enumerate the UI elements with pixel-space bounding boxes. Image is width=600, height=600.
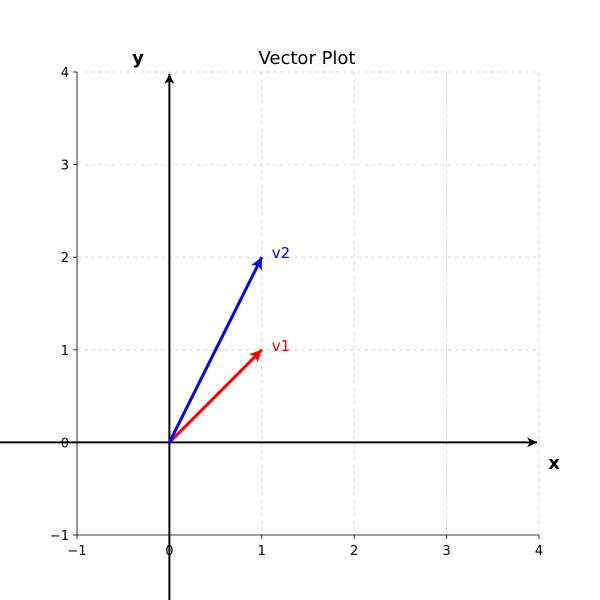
x-axis-label: x: [548, 453, 560, 474]
vector-v2: [168, 256, 264, 444]
x-tick-label-0: −1: [67, 544, 86, 559]
vector-label-v2: v2: [272, 244, 290, 262]
y-tick-label-4: 3: [61, 159, 69, 174]
x-tick-label-3: 2: [350, 544, 358, 559]
y-tick-label-2: 1: [61, 344, 69, 359]
y-axis-label: y: [132, 48, 144, 69]
chart-title: Vector Plot: [258, 48, 355, 69]
y-tick-label-5: 4: [61, 66, 69, 81]
x-tick-label-2: 1: [258, 544, 266, 559]
x-tick-label-4: 3: [442, 544, 450, 559]
grid: [76, 71, 540, 536]
spines: [76, 72, 539, 536]
y-tick-label-1: 0: [61, 436, 69, 451]
vector-v1: [168, 348, 263, 444]
y-tick-label-0: −1: [50, 529, 69, 544]
vectors: v1 v2: [168, 244, 290, 444]
vector-label-v1: v1: [272, 337, 290, 355]
x-tick-label-5: 4: [535, 544, 543, 559]
y-tick-label-3: 2: [61, 251, 69, 266]
axes: [0, 74, 537, 600]
